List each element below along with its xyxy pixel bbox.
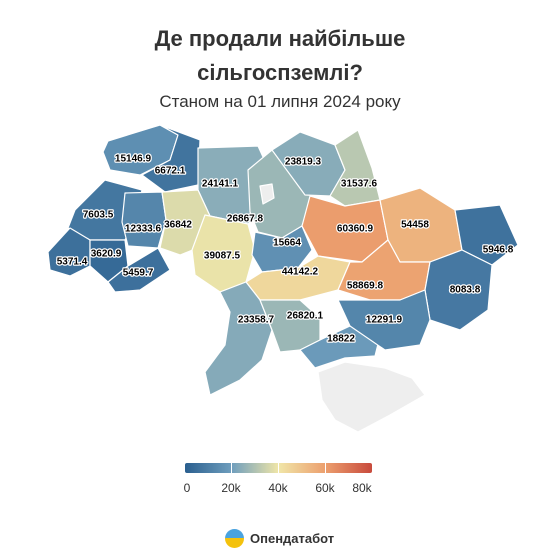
region-crimea[interactable] — [317, 361, 426, 433]
region-value-mykolaiv: 26820.1 — [287, 311, 324, 322]
brand-logo-icon — [225, 528, 244, 548]
region-value-khmelnytskyi: 36842 — [164, 220, 192, 231]
region-value-lviv: 7603.5 — [83, 210, 114, 221]
legend-label-20k: 20k — [221, 481, 241, 495]
region-value-volyn: 15146.9 — [115, 154, 152, 165]
legend-tick — [325, 463, 326, 473]
region-value-vinnytsia: 39087.5 — [204, 251, 241, 262]
brand-logo[interactable]: Опендатабот — [225, 526, 334, 550]
region-value-kharkiv: 54458 — [401, 220, 429, 231]
region-value-poltava: 60360.9 — [337, 224, 374, 235]
region-luhansk[interactable] — [454, 204, 519, 266]
legend-label-80k: 80k — [352, 481, 372, 495]
map-title-line1: Де продали найбільше — [154, 26, 406, 51]
region-ternopil[interactable] — [121, 191, 167, 249]
region-cherkasy[interactable] — [251, 225, 313, 273]
region-value-zaporizhzhia: 12291.9 — [366, 315, 403, 326]
region-value-ternopil: 12333.6 — [125, 224, 162, 235]
legend-label-40k: 40k — [268, 481, 288, 495]
region-value-zhytomyr: 24141.1 — [202, 179, 239, 190]
region-value-dnipropetrovsk: 58869.8 — [347, 281, 384, 292]
legend-tick — [231, 463, 232, 473]
region-kyiv-city[interactable] — [259, 183, 275, 205]
region-value-rivne: 6672.1 — [155, 166, 186, 177]
region-zaporizhzhia[interactable] — [337, 289, 431, 351]
region-kherson[interactable] — [299, 325, 381, 369]
map-subtitle: Станом на 01 липня 2024 року — [159, 92, 401, 111]
legend-tick — [278, 463, 279, 473]
region-value-donetsk: 8083.8 — [450, 285, 481, 296]
region-value-luhansk: 5946.8 — [483, 245, 514, 256]
region-value-chernihiv: 23819.3 — [285, 157, 322, 168]
region-value-kyiv: 26867.8 — [227, 214, 264, 225]
legend-label-60k: 60k — [315, 481, 335, 495]
region-value-kirovohrad: 44142.2 — [282, 267, 319, 278]
map-title-line2: сільгоспземлі? — [197, 60, 363, 85]
legend-label-0: 0 — [183, 481, 191, 495]
region-value-cherkasy: 15664 — [273, 238, 301, 249]
region-value-ivano-frankivsk: 3620.9 — [91, 249, 122, 260]
region-chernivtsi[interactable] — [107, 247, 171, 293]
region-value-kherson: 18822 — [327, 334, 355, 345]
region-odesa[interactable] — [204, 281, 273, 396]
region-value-sumy: 31537.6 — [341, 179, 378, 190]
region-value-zakarpattia: 5371.4 — [57, 257, 88, 268]
region-value-chernivtsi: 5459.7 — [123, 268, 154, 279]
brand-name: Опендатабот — [250, 530, 335, 546]
region-value-odesa: 23358.7 — [238, 315, 275, 326]
